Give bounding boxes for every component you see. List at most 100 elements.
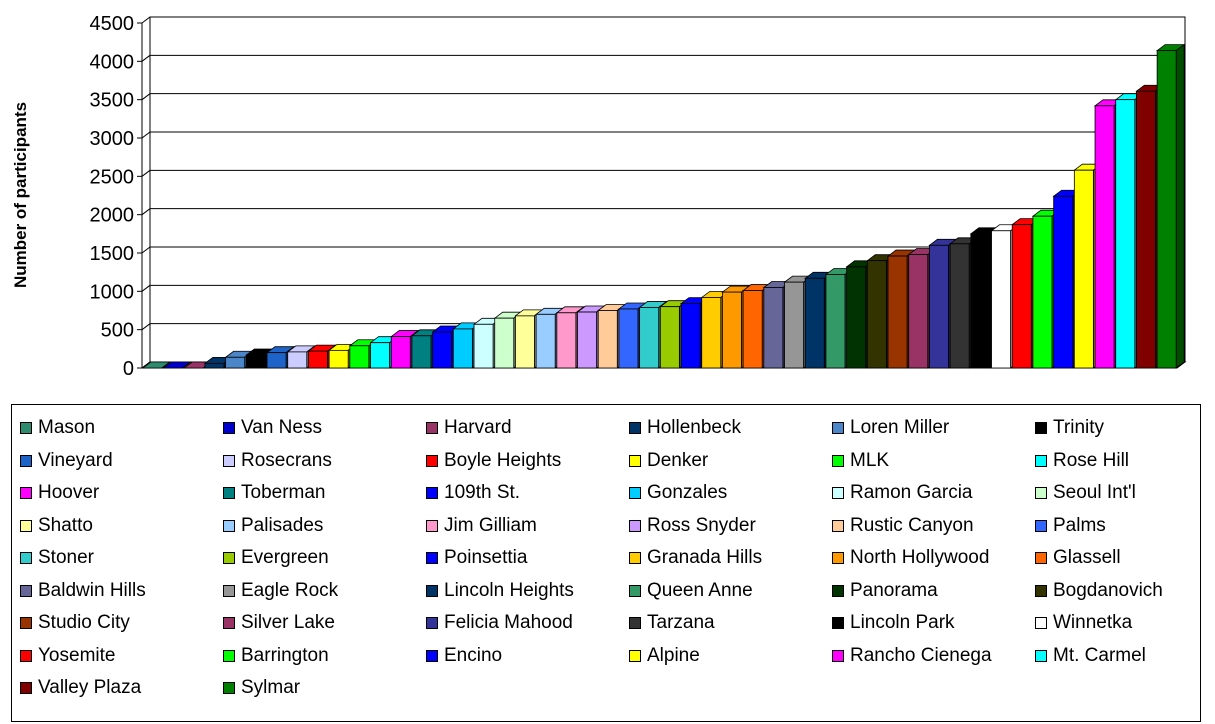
legend-swatch [629, 422, 641, 434]
legend-item: Winnetka [1035, 610, 1132, 636]
bar-front [1136, 90, 1156, 369]
legend-swatch [20, 422, 32, 434]
bar-side [182, 361, 191, 369]
bar-front [949, 243, 970, 369]
bar-front [349, 345, 370, 369]
legend-swatch [832, 519, 844, 532]
legend-label: Rustic Canyon [850, 514, 974, 536]
legend-label: Jim Gilliam [444, 514, 537, 536]
bar-front [825, 274, 846, 369]
legend-swatch [223, 584, 235, 597]
gridline-side [141, 208, 151, 216]
legend-label: Vineyard [38, 449, 113, 471]
bar-front [887, 255, 908, 369]
legend-label: Lincoln Park [850, 612, 955, 633]
legend-item: Van Ness [223, 415, 322, 441]
legend-item: Evergreen [223, 545, 329, 571]
legend-item: Granada Hills [629, 545, 762, 571]
legend-item: Rosecrans [223, 448, 332, 474]
bar-front [929, 244, 949, 369]
legend-swatch [223, 487, 235, 499]
legend-swatch [1035, 422, 1047, 434]
bar-mason [141, 361, 172, 369]
legend-item: Lincoln Heights [426, 578, 574, 604]
legend-label: MLK [850, 449, 890, 471]
bar-front [846, 266, 867, 369]
legend-label: Palms [1053, 514, 1106, 536]
bar-front [722, 291, 742, 369]
legend-item: Harvard [426, 415, 512, 441]
legend-label: Poinsettia [444, 547, 528, 568]
legend-item: Silver Lake [223, 610, 335, 636]
bar-front [1073, 169, 1094, 369]
legend-swatch [832, 454, 844, 467]
bar-front [970, 233, 991, 369]
legend-item: Yosemite [20, 643, 115, 669]
legend-label: Harvard [444, 417, 512, 438]
legend-swatch [832, 552, 844, 564]
legend-swatch [426, 487, 438, 499]
bar-front [432, 331, 453, 369]
bar-front [680, 303, 701, 369]
y-tick-label: 2000 [90, 205, 135, 227]
bar-front [1156, 50, 1177, 369]
legend-label: Mt. Carmel [1053, 644, 1146, 666]
legend-swatch [832, 422, 844, 434]
legend-item: Mt. Carmel [1035, 643, 1146, 669]
gridline-side [141, 169, 151, 177]
legend-item: Alpine [629, 643, 700, 669]
gridline-side [141, 246, 151, 254]
legend-swatch [1035, 519, 1047, 532]
legend-label: Rose Hill [1053, 449, 1130, 471]
y-axis-label: Number of participants [11, 101, 30, 289]
legend-item: Hoover [20, 480, 99, 506]
legend-label: Lincoln Heights [444, 579, 574, 601]
legend-item: Bogdanovich [1035, 578, 1163, 604]
legend-item: MLK [832, 448, 889, 474]
legend-label: Seoul Int'l [1053, 482, 1136, 503]
legend-swatch [832, 487, 844, 499]
legend-item: Valley Plaza [20, 675, 141, 701]
bar-front [597, 310, 618, 369]
y-tick-labels: 0 500 1000 1500 2000 2500 3000 3500 4000 4500 [90, 13, 135, 380]
legend-label: Ramon Garcia [850, 482, 973, 503]
gridline-side [141, 131, 151, 139]
y-tick-label: 500 [101, 320, 134, 342]
y-tick-label: 3000 [90, 128, 135, 150]
legend-item: 109th St. [426, 480, 520, 506]
legend-item: Queen Anne [629, 578, 753, 604]
legend-swatch [629, 617, 641, 629]
legend-swatch [426, 649, 438, 662]
legend-item: North Hollywood [832, 545, 989, 571]
gridline-side [141, 93, 151, 101]
legend-item: Trinity [1035, 415, 1104, 441]
legend-swatch [426, 519, 438, 532]
legend-label: Boyle Heights [444, 449, 562, 471]
bar-front [908, 254, 929, 369]
legend-label: Toberman [241, 482, 326, 503]
bar-front [804, 277, 825, 369]
legend-swatch [832, 649, 844, 662]
legend-label: Ross Snyder [647, 514, 756, 536]
legend-swatch [223, 552, 235, 564]
legend-label: Alpine [647, 644, 700, 666]
legend-label: Queen Anne [647, 579, 753, 601]
legend-item: Barrington [223, 643, 329, 669]
bar-front [991, 230, 1011, 369]
legend-item: Shatto [20, 513, 93, 539]
legend-swatch [629, 552, 641, 564]
legend-item: Tarzana [629, 610, 715, 636]
bar-front [742, 290, 763, 369]
bar-front [287, 351, 308, 369]
bar-front [784, 281, 804, 369]
legend-label: Eagle Rock [241, 579, 339, 601]
legend-swatch [426, 584, 438, 597]
legend-swatch [629, 584, 641, 597]
bar-front [328, 349, 349, 369]
legend-label: Granada Hills [647, 547, 763, 568]
bar-front [1011, 224, 1032, 369]
legend-swatch [629, 487, 641, 499]
bar-front [245, 354, 266, 369]
legend-swatch [426, 617, 438, 629]
bar-front [473, 323, 494, 369]
